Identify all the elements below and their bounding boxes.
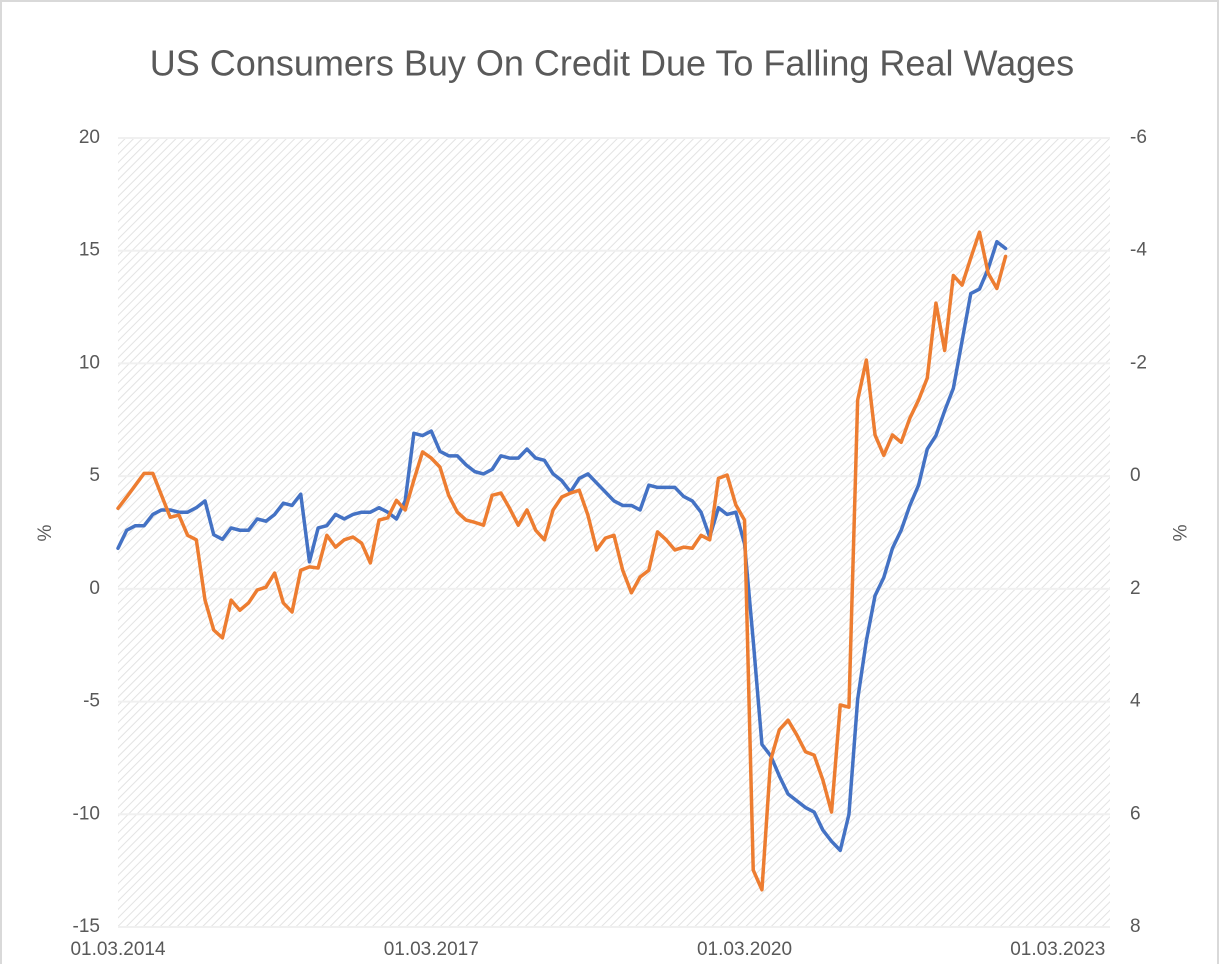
y2-tick-label: 2: [1130, 578, 1141, 599]
x-tick-label: 01.03.2017: [384, 939, 479, 960]
y-tick-label: 0: [89, 578, 100, 599]
y-axis-label: %: [35, 524, 56, 541]
y-tick-label: 10: [79, 352, 100, 373]
x-tick-label: 01.03.2020: [697, 939, 792, 960]
y2-tick-label: -6: [1130, 127, 1147, 148]
y2-tick-label: 4: [1130, 691, 1141, 712]
y-tick-label: -15: [73, 916, 100, 937]
y2-tick-label: -2: [1130, 352, 1147, 373]
plot-area: [118, 138, 1110, 927]
x-tick-label: 01.03.2014: [70, 939, 166, 960]
chart-title: US Consumers Buy On Credit Due To Fallin…: [150, 43, 1074, 84]
y2-axis-label: %: [1168, 525, 1189, 542]
series-line: [116, 230, 1008, 892]
y2-tick-label: -4: [1130, 240, 1147, 261]
x-tick-label: 01.03.2023: [1010, 939, 1105, 960]
y-tick-label: -5: [83, 691, 100, 712]
y-tick-label: 20: [79, 127, 100, 148]
y-tick-label: 15: [79, 240, 100, 261]
y2-tick-label: 0: [1130, 465, 1141, 486]
y2-tick-label: 6: [1130, 803, 1141, 824]
y-tick-label: -10: [73, 803, 100, 824]
y-tick-label: 5: [89, 465, 100, 486]
series-line: [116, 239, 1008, 853]
y2-tick-label: 8: [1130, 916, 1141, 937]
